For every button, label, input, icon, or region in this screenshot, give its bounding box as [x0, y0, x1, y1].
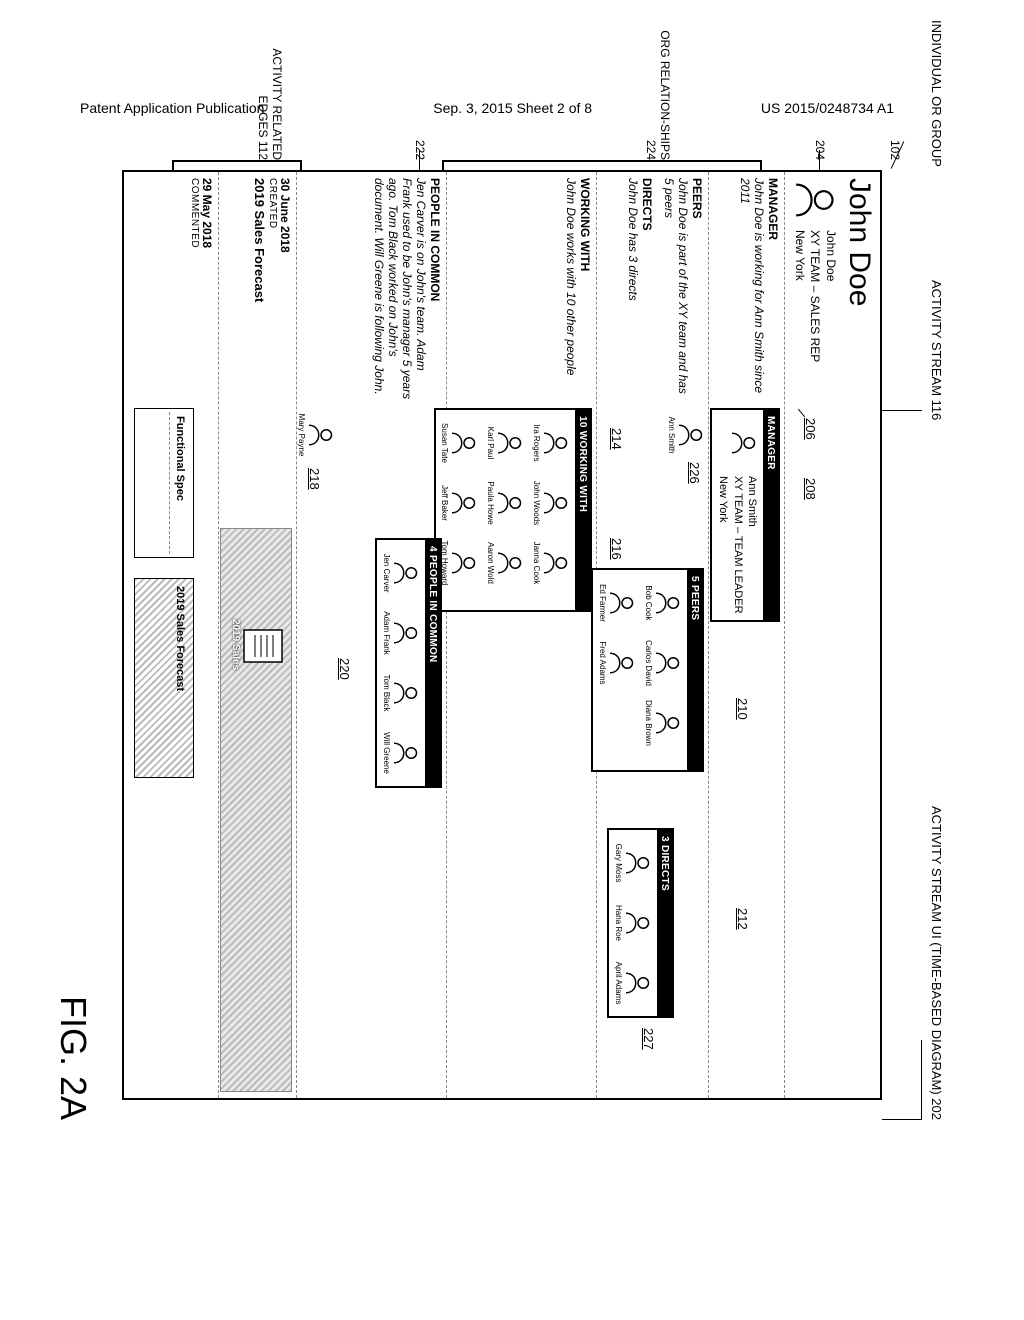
act2-date: 29 May 2018	[200, 178, 214, 400]
person-mini: Jen Carver	[381, 546, 421, 600]
ref-212: 212	[735, 908, 750, 930]
person-mini: April Adams	[613, 956, 653, 1010]
mini-extra: Mary Payne	[296, 408, 336, 462]
cap-individual: INDIVIDUAL OR GROUP	[929, 20, 944, 167]
directs-head: DIRECTS	[640, 178, 654, 400]
person-mini: Tom Black	[381, 666, 421, 720]
directs-card-head: 3 DIRECTS	[657, 830, 672, 1016]
directs-desc: John Doe has 3 directs	[626, 178, 640, 400]
act2-doclabel: Functional Spec	[169, 412, 190, 554]
act1-title: 2019 Sales Forecast	[252, 178, 267, 400]
act2-verb: COMMENTED	[189, 178, 200, 400]
work-body: Ira Rogers John Woods Janna Cook Karl Paul P…	[436, 410, 575, 610]
lead-202	[882, 1040, 922, 1120]
figure-label: FIG. 2A	[52, 996, 94, 1120]
act1-verb: CREATED	[267, 178, 278, 400]
ref-222: 222	[413, 20, 427, 160]
panel: John Doe John Doe XY TEAM – SALES REP Ne…	[122, 170, 882, 1100]
ref-216: 216	[609, 538, 624, 560]
person-mini: Will Greene	[381, 726, 421, 780]
peers-desc: John Doe is part of the XY team and has …	[662, 178, 690, 400]
person-mini: Carlos David	[643, 636, 683, 690]
common-body: Jen Carver Adam Frank Tom Black Will Greene	[377, 540, 425, 786]
ref-214: 214	[609, 428, 624, 450]
avatar-icon	[791, 178, 838, 222]
person-mini: Paula Howe	[485, 476, 525, 530]
ref-204: 204	[813, 20, 827, 160]
ref-220: 220	[337, 658, 352, 680]
person-mini: John Woods	[531, 476, 571, 530]
lead-116	[882, 410, 922, 411]
subject-name: John Doe	[842, 178, 876, 400]
common-card-head: 4 PEOPLE IN COMMON	[425, 540, 440, 786]
act1-doclabel: 2019 Sales	[230, 619, 241, 670]
directs-body: Gary Moss Hana Roe April Adams	[609, 830, 657, 1016]
ref-206: 206	[803, 418, 818, 440]
common-head: PEOPLE IN COMMON	[428, 178, 442, 400]
mgr-name: Ann Smith	[745, 476, 759, 614]
side-org: ORG RELATION-SHIPS 224	[644, 20, 672, 160]
ref-208: 208	[803, 478, 818, 500]
work-card-head: 10 WORKING WITH	[575, 410, 590, 610]
ref-102: 102	[888, 20, 902, 160]
person-mini: Ira Rogers	[531, 416, 571, 470]
person-mini: Adam Frank	[381, 606, 421, 660]
mgr-head: MANAGER	[766, 178, 780, 400]
person-mini: Gary Moss	[613, 836, 653, 890]
side-activity: ACTIVITY RELATED EDGES 112	[256, 20, 284, 160]
work-desc: John Doe works with 10 other people	[564, 178, 578, 400]
person-mini: Hana Roe	[613, 896, 653, 950]
peers-head: PEERS	[690, 178, 704, 400]
person-mini	[716, 416, 759, 470]
person-mini: Karl Paul	[485, 416, 525, 470]
subject-name2: John Doe	[822, 230, 838, 362]
person-mini: Aaron Wold	[485, 536, 525, 590]
cap-stream: ACTIVITY STREAM 116	[929, 280, 944, 420]
subject-role: XY TEAM – SALES REP	[807, 230, 823, 362]
diagram: INDIVIDUAL OR GROUP ACTIVITY STREAM 116 …	[102, 20, 922, 1120]
act1-date: 30 June 2018	[278, 178, 292, 400]
mgr-card-head: MANAGER	[763, 410, 778, 620]
subject-loc: New York	[791, 230, 807, 362]
person-mini: Fred Adams	[597, 636, 637, 690]
ref-210: 210	[735, 698, 750, 720]
person-mini: Diana Brown	[643, 696, 683, 750]
person-mini: Ed Farmer	[597, 576, 637, 630]
mgr-role: XY TEAM – TEAM LEADER	[730, 476, 744, 614]
doc-icon	[238, 629, 283, 663]
mgr-desc: John Doe is working for Ann Smith since …	[738, 178, 766, 400]
person-mini: Janna Cook	[531, 536, 571, 590]
ref-227: 227	[641, 1028, 656, 1050]
act2-doc2: 2019 Sales Forecast	[170, 582, 190, 774]
work-head: WORKING WITH	[578, 178, 592, 400]
cap-ui: ACTIVITY STREAM UI (TIME-BASED DIAGRAM) …	[929, 806, 944, 1120]
common-desc: Jen Carver is on John's team. Adam Frank…	[372, 178, 428, 400]
person-mini: Bob Cook	[643, 576, 683, 630]
ref-218: 218	[307, 468, 322, 490]
mgr-loc: New York	[716, 476, 730, 614]
peers-body: Bob Cook Carlos David Diana Brown Ed Farmer…	[593, 570, 687, 770]
peers-card-head: 5 PEERS	[687, 570, 702, 770]
